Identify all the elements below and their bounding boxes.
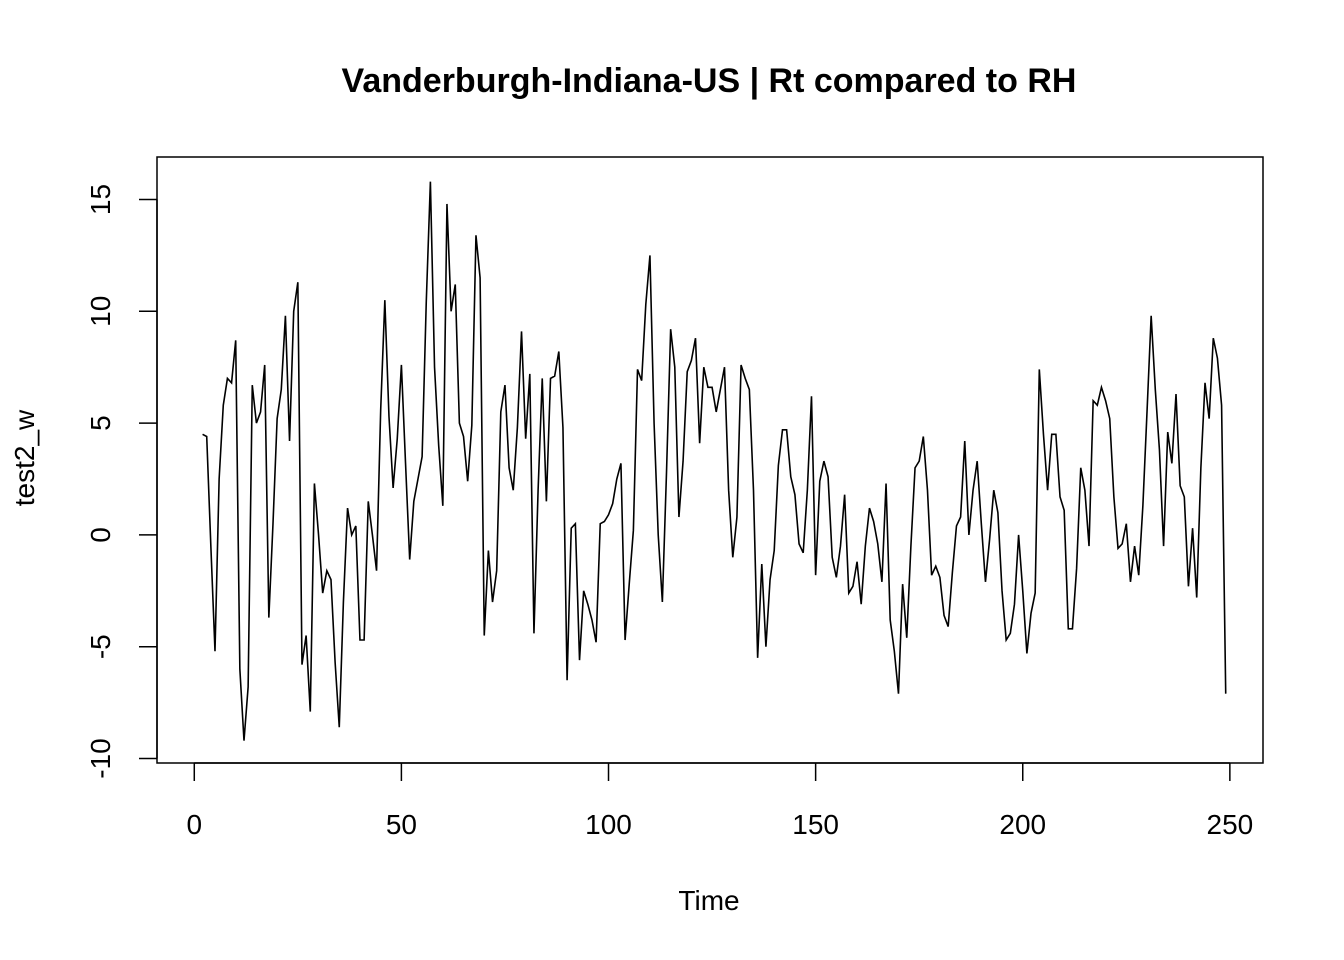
x-tick-label: 150 bbox=[792, 809, 839, 840]
x-tick-label: 200 bbox=[999, 809, 1046, 840]
x-tick-label: 100 bbox=[585, 809, 632, 840]
y-tick-label: -10 bbox=[85, 738, 116, 778]
y-axis-label: test2_w bbox=[9, 409, 40, 506]
x-axis-label: Time bbox=[678, 885, 739, 916]
y-axis: -10 -5 0 5 10 15 bbox=[85, 184, 158, 779]
plot-box bbox=[156, 156, 1264, 764]
x-tick-label: 0 bbox=[186, 809, 202, 840]
x-tick-label: 50 bbox=[386, 809, 417, 840]
y-tick-label: 5 bbox=[85, 415, 116, 431]
series-line bbox=[202, 181, 1227, 741]
x-tick-label: 250 bbox=[1207, 809, 1254, 840]
series-layer bbox=[202, 181, 1227, 741]
y-tick-label: 10 bbox=[85, 296, 116, 327]
y-tick-label: -5 bbox=[85, 634, 116, 659]
chart-title: Vanderburgh-Indiana-US | Rt compared to … bbox=[342, 62, 1077, 100]
y-tick-label: 0 bbox=[85, 527, 116, 543]
y-tick-label: 15 bbox=[85, 184, 116, 215]
x-axis: 0 50 100 150 200 250 bbox=[186, 762, 1254, 840]
